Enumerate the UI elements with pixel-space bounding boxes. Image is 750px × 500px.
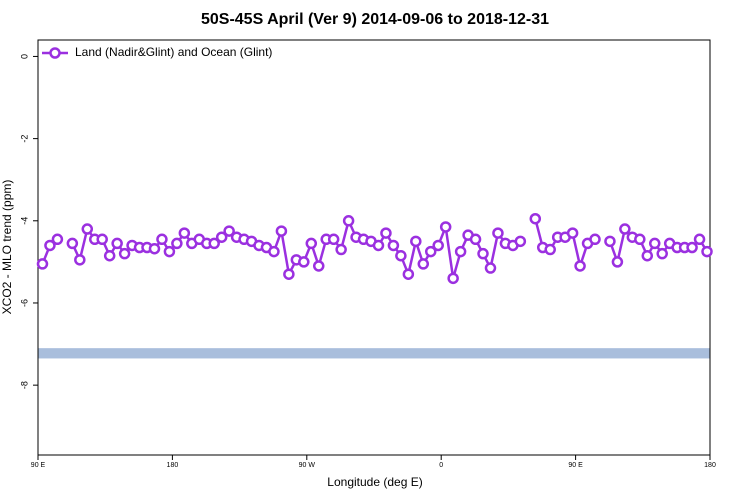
data-point xyxy=(417,258,430,270)
data-point xyxy=(544,243,556,256)
data-point xyxy=(648,237,661,250)
y-tick-label: -4 xyxy=(19,217,29,225)
data-point xyxy=(611,256,624,268)
x-tick-label: 0 xyxy=(439,462,443,469)
data-point xyxy=(103,249,116,262)
data-point xyxy=(439,221,452,233)
data-point xyxy=(36,258,49,270)
y-axis-label: XCO2 - MLO trend (ppm) xyxy=(0,180,14,315)
data-point xyxy=(66,237,79,250)
data-point xyxy=(395,249,407,262)
data-point xyxy=(514,235,527,248)
data-point xyxy=(619,223,631,235)
data-point xyxy=(477,247,489,260)
data-point xyxy=(335,243,347,256)
x-tick-label: 90 W xyxy=(299,462,316,469)
legend-label: Land (Nadir&Glint) and Ocean (Glint) xyxy=(75,45,272,59)
data-point xyxy=(163,245,176,258)
data-point xyxy=(111,237,123,250)
data-point xyxy=(566,227,579,239)
data-point xyxy=(432,239,444,252)
data-point xyxy=(410,235,422,248)
chart-title: 50S-45S April (Ver 9) 2014-09-06 to 2018… xyxy=(201,11,549,28)
data-point xyxy=(492,227,504,239)
data-point xyxy=(454,245,467,258)
data-point xyxy=(171,237,183,250)
data-point xyxy=(51,233,64,246)
data-point xyxy=(208,237,220,250)
data-point xyxy=(118,247,131,260)
x-tick-label: 90 E xyxy=(31,462,46,469)
data-point xyxy=(298,256,310,268)
data-point xyxy=(701,245,713,258)
data-point xyxy=(641,249,654,262)
x-axis-label: Longitude (deg E) xyxy=(327,475,422,489)
data-point xyxy=(589,233,601,246)
data-point xyxy=(268,245,280,258)
data-point xyxy=(215,231,228,243)
data-point xyxy=(156,233,168,246)
data-point xyxy=(275,225,288,237)
data-point xyxy=(469,233,482,246)
data-point xyxy=(529,212,542,225)
data-point xyxy=(178,227,191,239)
data-point xyxy=(327,233,340,246)
y-tick-label: -6 xyxy=(19,299,29,307)
data-point xyxy=(387,239,400,252)
data-point xyxy=(686,241,698,254)
data-point xyxy=(574,260,586,272)
data-point xyxy=(148,242,161,255)
data-point xyxy=(74,254,86,266)
data-point xyxy=(656,247,668,260)
x-tick-label: 180 xyxy=(704,462,716,469)
data-point xyxy=(693,233,706,246)
data-point xyxy=(44,239,56,252)
y-tick-label: -2 xyxy=(19,135,29,143)
x-tick-label: 90 E xyxy=(568,462,583,469)
legend-marker xyxy=(49,47,61,59)
data-point xyxy=(424,245,437,258)
data-point xyxy=(305,237,318,250)
data-point xyxy=(81,223,94,235)
x-tick-label: 180 xyxy=(167,462,179,469)
data-point xyxy=(484,262,497,274)
data-point xyxy=(96,233,108,246)
data-point xyxy=(312,260,325,272)
reference-band xyxy=(38,348,710,359)
data-point xyxy=(283,268,295,280)
y-tick-label: 0 xyxy=(19,54,29,59)
data-point xyxy=(223,225,235,237)
data-point xyxy=(402,268,415,280)
y-tick-label: -8 xyxy=(19,381,29,389)
data-point xyxy=(634,233,646,246)
data-point xyxy=(342,215,355,227)
data-point xyxy=(380,227,392,239)
data-point xyxy=(372,239,385,252)
data-point xyxy=(604,235,616,248)
data-point xyxy=(447,272,459,285)
